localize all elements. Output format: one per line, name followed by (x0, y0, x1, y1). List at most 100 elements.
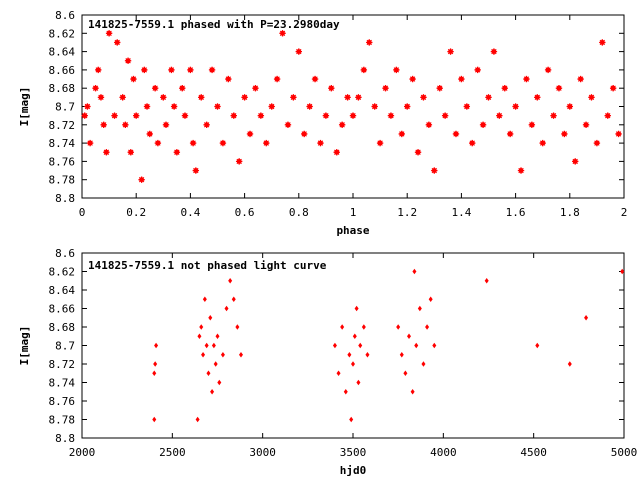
data-point (544, 66, 552, 74)
y-tick-label: 8.72 (49, 119, 76, 132)
data-point (598, 38, 607, 47)
data-point (86, 139, 94, 147)
data-point (199, 324, 204, 330)
data-point (213, 361, 218, 367)
data-point (603, 111, 612, 120)
y-tick-label: 8.8 (55, 432, 75, 445)
data-point (407, 333, 412, 340)
data-point (94, 66, 103, 74)
data-point (567, 361, 572, 367)
y-tick-label: 8.62 (49, 27, 76, 40)
data-point (197, 333, 202, 340)
data-point (186, 66, 195, 74)
y-tick-label: 8.62 (49, 266, 76, 279)
data-point (305, 102, 314, 111)
data-point (428, 296, 433, 303)
data-point (609, 84, 618, 93)
data-point (582, 120, 590, 129)
x-tick-label: 4000 (430, 446, 457, 459)
data-point (195, 416, 200, 423)
y-tick-label: 8.64 (49, 46, 76, 59)
x-tick-label: 5000 (611, 446, 638, 459)
data-point (228, 277, 233, 284)
data-point (137, 175, 146, 184)
x-tick-label: 0 (79, 206, 86, 219)
data-point (152, 370, 157, 377)
data-point (430, 166, 439, 175)
data-point (587, 93, 596, 102)
data-point (549, 111, 558, 120)
y-tick-label: 8.68 (49, 82, 76, 95)
data-point (419, 93, 428, 102)
data-point (170, 102, 178, 111)
data-point (294, 47, 303, 56)
data-point (506, 130, 515, 138)
data-point (267, 102, 276, 111)
data-point (83, 102, 92, 111)
data-point (425, 324, 430, 330)
data-point (311, 75, 319, 83)
data-point (352, 333, 357, 340)
data-point (484, 93, 493, 102)
data-point (392, 66, 401, 74)
y-tick-label: 8.74 (49, 377, 76, 390)
data-point (446, 47, 455, 56)
data-point (145, 130, 154, 138)
data-point (421, 361, 426, 367)
y-tick-label: 8.76 (49, 395, 76, 408)
data-point (231, 296, 236, 303)
data-point (151, 84, 160, 93)
y-tick-label: 8.66 (49, 303, 76, 316)
data-point (220, 351, 225, 358)
y-tick-label: 8.78 (49, 174, 76, 187)
data-point (105, 29, 113, 38)
data-point (408, 75, 417, 83)
data-point (273, 75, 281, 83)
data-point (322, 111, 330, 120)
x-tick-label: 2500 (159, 446, 186, 459)
data-point (376, 139, 384, 147)
data-point (396, 324, 401, 330)
y-tick-label: 8.68 (49, 321, 76, 334)
data-point (162, 120, 170, 129)
data-point (347, 351, 352, 358)
data-point (332, 148, 341, 157)
data-point (235, 157, 244, 166)
data-point (555, 84, 563, 93)
data-point (349, 111, 357, 120)
data-point (181, 111, 189, 120)
x-tick-label: 4500 (520, 446, 547, 459)
data-point (80, 111, 89, 120)
data-point (152, 416, 157, 423)
data-point (206, 370, 211, 377)
data-point (387, 111, 395, 120)
x-tick-label: 0.2 (126, 206, 146, 219)
data-point (414, 342, 419, 349)
data-point (300, 130, 309, 138)
data-point (370, 102, 379, 111)
data-point (349, 416, 354, 423)
x-tick-label: 1.8 (560, 206, 580, 219)
y-axis-title: I[mag] (18, 87, 31, 127)
data-point (173, 148, 181, 157)
x-tick-label: 1.2 (397, 206, 417, 219)
data-point (343, 388, 348, 395)
data-point (235, 324, 240, 330)
data-point (414, 148, 422, 157)
x-tick-label: 3000 (249, 446, 276, 459)
data-point (354, 93, 363, 102)
x-tick-label: 0.6 (235, 206, 255, 219)
data-point (278, 29, 287, 38)
data-point (435, 84, 444, 93)
chart-title: 141825-7559.1 not phased light curve (88, 259, 327, 272)
data-point (219, 139, 227, 147)
data-point (565, 102, 574, 111)
x-tick-label: 2000 (69, 446, 96, 459)
data-point (154, 342, 159, 349)
data-point (208, 66, 216, 74)
data-point (217, 379, 222, 386)
data-point (126, 148, 135, 157)
data-point (361, 324, 366, 330)
data-point (490, 47, 498, 56)
x-axis-title: hjd0 (340, 464, 367, 477)
